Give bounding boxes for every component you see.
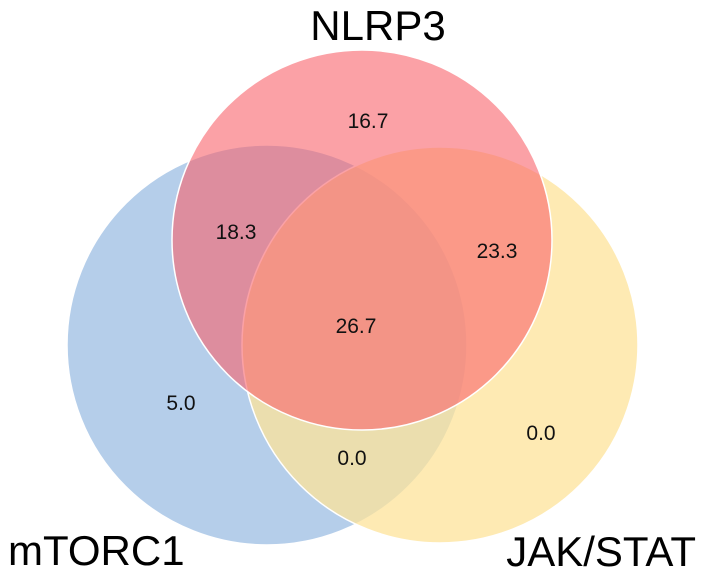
- value-nlrp3-mtorc1: 18.3: [216, 221, 257, 244]
- label-mtorc1: mTORC1: [8, 527, 185, 574]
- label-jakstat: JAK/STAT: [506, 528, 696, 575]
- value-all-three: 26.7: [336, 315, 377, 338]
- value-mtorc1-only: 5.0: [166, 392, 195, 415]
- label-nlrp3: NLRP3: [310, 2, 445, 49]
- value-nlrp3-jakstat: 23.3: [477, 240, 518, 263]
- circle-nlrp3: [171, 49, 553, 431]
- value-mtorc1-jakstat: 0.0: [337, 447, 366, 470]
- value-nlrp3-only: 16.7: [348, 110, 389, 133]
- value-jakstat-only: 0.0: [526, 422, 555, 445]
